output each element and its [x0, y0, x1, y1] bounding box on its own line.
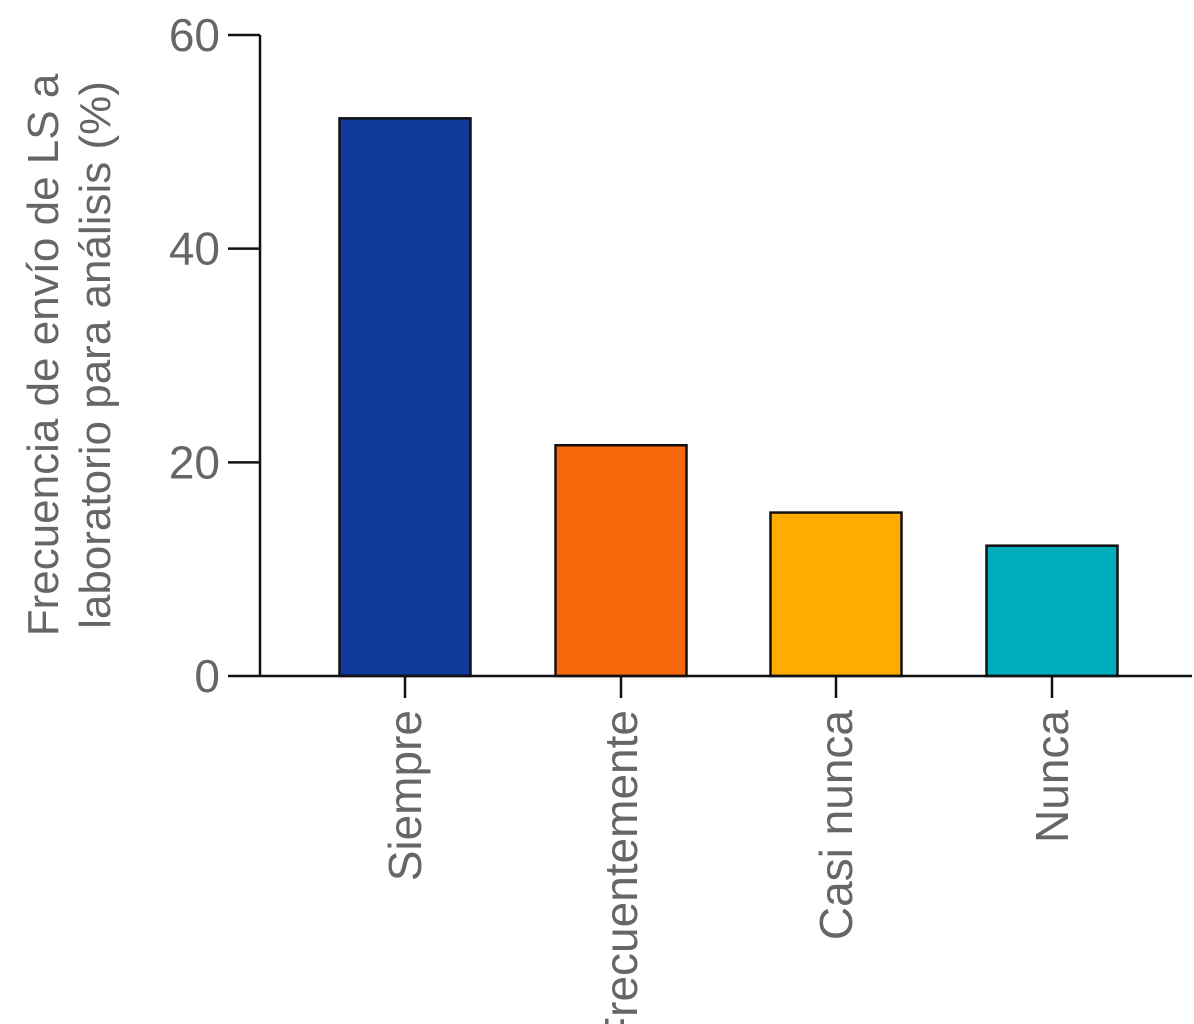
bar-casi-nunca [769, 511, 903, 678]
x-axis: Siempre Frecuentemente Casi nunca Nunca [260, 674, 1192, 1024]
bar-frecuentemente [554, 443, 688, 678]
x-category-label: Casi nunca [810, 710, 862, 941]
x-category-label: Frecuentemente [595, 710, 647, 1024]
bar-nunca [985, 544, 1119, 678]
y-tick-label: 20 [169, 436, 220, 488]
y-axis: 0 20 40 60 [169, 9, 262, 702]
y-axis-label-line-1: Frecuencia de envío de LS a [19, 73, 68, 636]
x-category-label: Siempre [379, 710, 431, 881]
y-tick-label: 60 [169, 9, 220, 61]
bar-siempre [338, 117, 472, 678]
y-axis-label: Frecuencia de envío de LS a laboratorio … [19, 73, 120, 636]
bars [338, 117, 1119, 678]
x-category-label: Nunca [1026, 710, 1078, 843]
y-tick-label: 40 [169, 223, 220, 275]
y-axis-label-line-2: laboratorio para análisis (%) [71, 81, 120, 629]
y-tick-label: 0 [194, 650, 220, 702]
